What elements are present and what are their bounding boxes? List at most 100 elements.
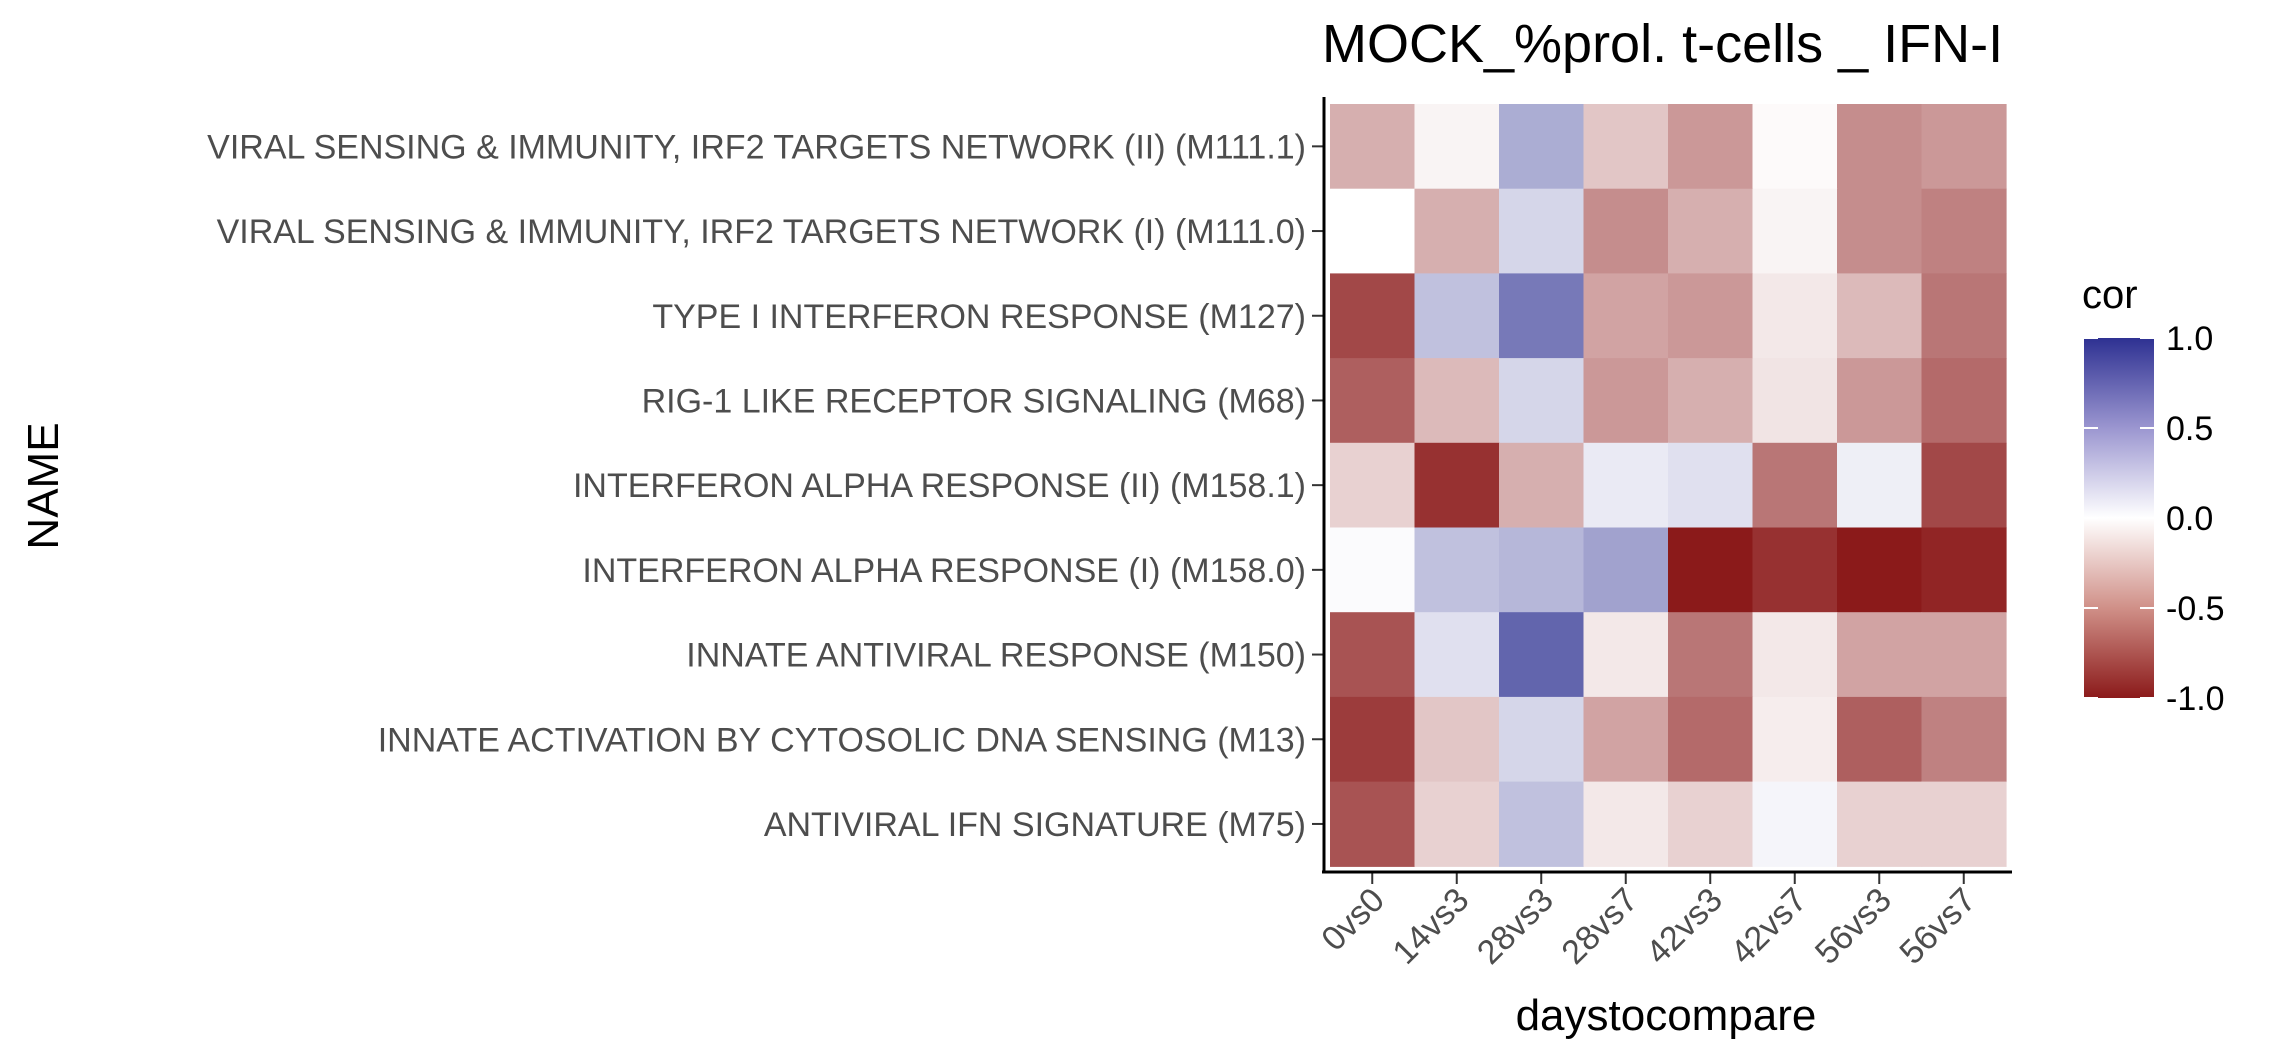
- heatmap-cell: [1499, 442, 1585, 529]
- heatmap-cell: [1499, 188, 1585, 274]
- heatmap-cell: [1330, 358, 1416, 444]
- heatmap-cell: [1921, 104, 2007, 190]
- heatmap-cell: [1837, 273, 1923, 359]
- heatmap-cell: [1921, 781, 2007, 867]
- heatmap-cell: [1921, 442, 2007, 529]
- heatmap-cell: [1414, 781, 1500, 867]
- heatmap-cell: [1668, 188, 1754, 274]
- heatmap-cell: [1414, 612, 1500, 698]
- heatmap-cell: [1330, 781, 1416, 867]
- heatmap-cell: [1752, 696, 1838, 783]
- x-tick-label: 56vs3: [1808, 881, 1899, 972]
- x-tick-label: 28vs7: [1554, 881, 1645, 972]
- heatmap-cell: [1330, 612, 1416, 698]
- heatmap-cell: [1921, 612, 2007, 698]
- x-tick-label: 42vs7: [1723, 881, 1814, 972]
- heatmap-cell: [1330, 696, 1416, 783]
- heatmap-cell: [1499, 612, 1585, 698]
- x-tick-label: 14vs3: [1385, 881, 1476, 972]
- legend-title: cor: [2082, 273, 2138, 317]
- heatmap-cell: [1330, 104, 1416, 190]
- legend-tick-label: 0.0: [2166, 500, 2213, 538]
- heatmap-cell: [1330, 527, 1416, 613]
- heatmap-cell: [1668, 527, 1754, 613]
- heatmap-cell: [1499, 696, 1585, 783]
- heatmap-cell: [1921, 696, 2007, 783]
- y-tick-label: VIRAL SENSING & IMMUNITY, IRF2 TARGETS N…: [217, 213, 1306, 251]
- heatmap-cell: [1414, 188, 1500, 274]
- heatmap-cell: [1499, 358, 1585, 444]
- heatmap-cell: [1583, 781, 1669, 867]
- heatmap-cell: [1837, 442, 1923, 529]
- y-tick-label: ANTIVIRAL IFN SIGNATURE (M75): [764, 806, 1306, 844]
- x-axis-label: daystocompare: [1516, 991, 1817, 1040]
- legend-tick-label: 0.5: [2166, 410, 2213, 448]
- heatmap-cell: [1837, 612, 1923, 698]
- heatmap-cell: [1837, 781, 1923, 867]
- heatmap-cell: [1921, 273, 2007, 359]
- heatmap-cell: [1752, 527, 1838, 613]
- y-tick-label: INNATE ANTIVIRAL RESPONSE (M150): [686, 637, 1306, 675]
- heatmap-cell: [1499, 781, 1585, 867]
- legend-tick-label: -0.5: [2166, 590, 2225, 628]
- heatmap-cell: [1921, 358, 2007, 444]
- heatmap-cell: [1583, 527, 1669, 613]
- heatmap-cell: [1499, 273, 1585, 359]
- heatmap-cell: [1583, 612, 1669, 698]
- heatmap-cell: [1414, 104, 1500, 190]
- heatmap-cell: [1837, 104, 1923, 190]
- heatmap-cell: [1583, 104, 1669, 190]
- y-tick-label: RIG-1 LIKE RECEPTOR SIGNALING (M68): [642, 382, 1306, 420]
- heatmap-cell: [1330, 188, 1416, 274]
- heatmap-cell: [1668, 781, 1754, 867]
- y-tick-label: INNATE ACTIVATION BY CYTOSOLIC DNA SENSI…: [378, 721, 1306, 759]
- heatmap-cell: [1752, 273, 1838, 359]
- heatmap-cell: [1837, 358, 1923, 444]
- x-tick-label: 42vs3: [1639, 881, 1730, 972]
- heatmap-cell: [1499, 104, 1585, 190]
- heatmap-cell: [1330, 442, 1416, 529]
- y-tick-label: VIRAL SENSING & IMMUNITY, IRF2 TARGETS N…: [207, 128, 1306, 166]
- heatmap-cell: [1752, 442, 1838, 529]
- heatmap-cell: [1668, 273, 1754, 359]
- color-legend: cor 1.0 0.5 0.0 -0.5 -1.0: [2082, 273, 2225, 718]
- legend-ticks: 1.0 0.5 0.0 -0.5 -1.0: [2084, 320, 2225, 718]
- heatmap-cell: [1414, 527, 1500, 613]
- heatmap-cell: [1583, 273, 1669, 359]
- heatmap-cell: [1752, 188, 1838, 274]
- heatmap-cell: [1499, 527, 1585, 613]
- chart-title: MOCK_%prol. t-cells _ IFN-I: [1322, 14, 2003, 74]
- heatmap-cell: [1837, 696, 1923, 783]
- x-tick-label: 28vs3: [1470, 881, 1561, 972]
- heatmap-cell: [1414, 273, 1500, 359]
- heatmap-cell: [1583, 442, 1669, 529]
- heatmap-cells: [1330, 104, 2007, 867]
- x-tick-label: 0vs0: [1314, 881, 1392, 959]
- heatmap-cell: [1921, 527, 2007, 613]
- heatmap-cell: [1921, 188, 2007, 274]
- heatmap-cell: [1583, 188, 1669, 274]
- heatmap-cell: [1668, 442, 1754, 529]
- y-axis-label: NAME: [19, 422, 68, 549]
- heatmap-cell: [1414, 696, 1500, 783]
- y-tick-label: TYPE I INTERFERON RESPONSE (M127): [652, 298, 1306, 336]
- heatmap-cell: [1414, 442, 1500, 529]
- heatmap-cell: [1668, 104, 1754, 190]
- heatmap-cell: [1668, 696, 1754, 783]
- heatmap-cell: [1668, 612, 1754, 698]
- heatmap-cell: [1837, 188, 1923, 274]
- heatmap-cell: [1414, 358, 1500, 444]
- x-tick-label: 56vs7: [1892, 881, 1983, 972]
- legend-tick-label: -1.0: [2166, 680, 2225, 718]
- y-axis-ticks: VIRAL SENSING & IMMUNITY, IRF2 TARGETS N…: [207, 128, 1324, 844]
- heatmap-cell: [1752, 781, 1838, 867]
- heatmap-cell: [1583, 696, 1669, 783]
- heatmap-cell: [1837, 527, 1923, 613]
- heatmap-cell: [1752, 104, 1838, 190]
- y-tick-label: INTERFERON ALPHA RESPONSE (I) (M158.0): [582, 552, 1306, 590]
- heatmap-cell: [1668, 358, 1754, 444]
- y-tick-label: INTERFERON ALPHA RESPONSE (II) (M158.1): [573, 467, 1306, 505]
- heatmap-cell: [1752, 612, 1838, 698]
